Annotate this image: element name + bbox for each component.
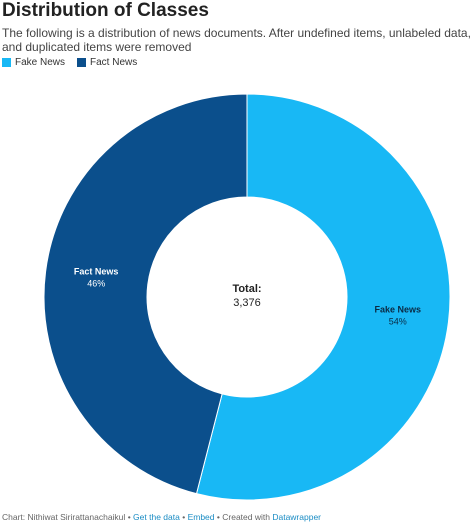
slice-label: Fact News <box>74 266 119 276</box>
legend-swatch <box>2 58 11 67</box>
slice-label: Fake News <box>375 304 422 314</box>
created-with: Created with <box>222 512 270 522</box>
footer: Chart: Nithiwat Sirirattanachaikul • Get… <box>2 512 321 522</box>
legend-label: Fake News <box>15 57 66 68</box>
separator: • <box>216 512 220 522</box>
donut-slice <box>43 93 248 495</box>
credit: Chart: Nithiwat Sirirattanachaikul <box>2 512 126 522</box>
chart-subtitle: The following is a distribution of news … <box>2 26 471 54</box>
get-data-link[interactable]: Get the data <box>133 512 180 522</box>
tool-link[interactable]: Datawrapper <box>272 512 322 522</box>
legend-swatch <box>77 58 87 67</box>
legend-item: Fake News <box>2 57 65 68</box>
embed-link[interactable]: Embed <box>187 512 215 522</box>
slice-value-label: 54% <box>389 316 407 326</box>
chart-title: Distribution of Classes <box>2 0 209 21</box>
slice-value-label: 46% <box>87 278 105 288</box>
center-label: Total: <box>232 283 261 295</box>
separator: • <box>127 512 131 522</box>
donut-slice <box>195 93 451 501</box>
legend-label: Fact News <box>90 57 138 68</box>
separator: • <box>182 512 186 522</box>
legend: Fake News Fact News <box>2 57 137 68</box>
legend-item: Fact News <box>77 57 137 68</box>
chart: Fake News 54% Fact News 46% Total: 3,376 <box>43 93 451 501</box>
center-total: 3,376 <box>233 297 261 309</box>
